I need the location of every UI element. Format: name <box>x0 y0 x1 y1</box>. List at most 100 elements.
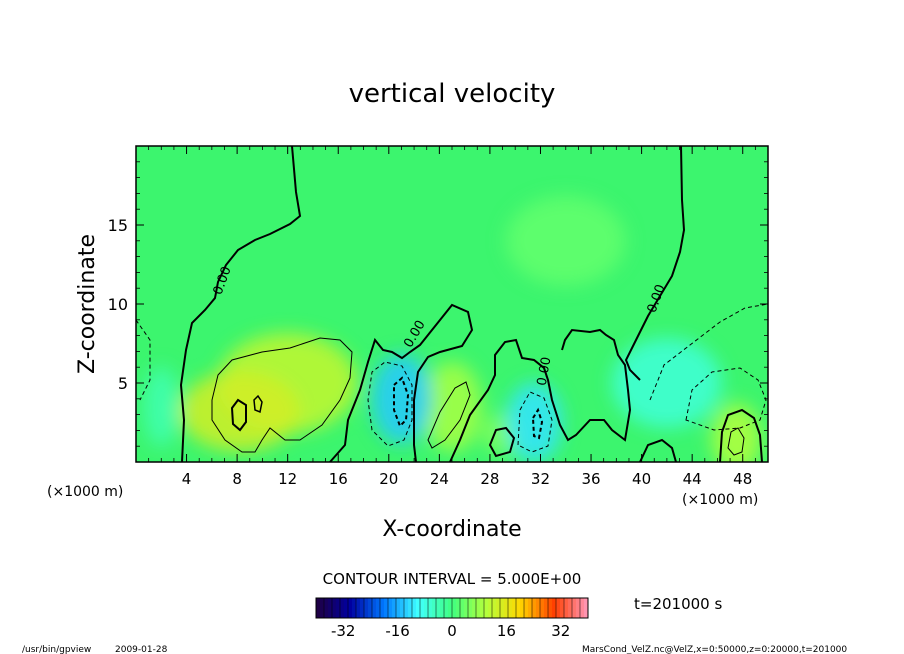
x-tick-label: 32 <box>531 470 550 488</box>
colorbar-cell <box>504 598 509 618</box>
colorbar-cell <box>516 598 521 618</box>
colorbar-cell <box>552 598 557 618</box>
colorbar-cell <box>500 598 505 618</box>
colorbar-cell <box>388 598 393 618</box>
colorbar-cell <box>336 598 341 618</box>
colorbar-cell <box>452 598 457 618</box>
contour-downdraft-b-core <box>531 407 544 440</box>
colorbar-cell <box>348 598 353 618</box>
colorbar-cell <box>560 598 565 618</box>
footer-source: MarsCond_VelZ.nc@VelZ,x=0:50000,z=0:2000… <box>582 645 847 654</box>
colorbar-cell <box>424 598 429 618</box>
colorbar-cell <box>456 598 461 618</box>
colorbar-cell <box>436 598 441 618</box>
x-tick-label: 24 <box>430 470 449 488</box>
colorbar-cell <box>460 598 465 618</box>
colorbar-cell <box>332 598 337 618</box>
contour-east-cell <box>719 408 763 462</box>
contour-downdraft-a <box>367 361 413 447</box>
colorbar-cell <box>432 598 437 618</box>
contour-updraft-a <box>211 337 353 453</box>
colorbar-cell <box>472 598 477 618</box>
colorbar-cell <box>544 598 549 618</box>
colorbar-cell <box>484 598 489 618</box>
x-tick-label: 20 <box>379 470 398 488</box>
colorbar-cell <box>536 598 541 618</box>
colorbar-cell <box>572 598 577 618</box>
x-tick-label: 28 <box>480 470 499 488</box>
colorbar-cell <box>520 598 525 618</box>
x-tick-label: 40 <box>632 470 651 488</box>
updraft-region-1 <box>179 371 300 452</box>
colorbar-cell <box>512 598 517 618</box>
y-axis-unit: (×1000 m) <box>682 492 758 508</box>
contour-updraft-b <box>427 381 471 449</box>
colorbar-cell <box>372 598 377 618</box>
plot-area: 0.000.000.000.00 <box>136 146 768 462</box>
x-axis-unit: (×1000 m) <box>47 484 123 500</box>
colorbar-cell <box>496 598 501 618</box>
colorbar-cell <box>420 598 425 618</box>
x-tick-label: 4 <box>182 470 192 488</box>
colorbar-cell <box>384 598 389 618</box>
contour-downdraft-b <box>517 391 553 453</box>
colorbar-cell <box>532 598 537 618</box>
zero-contour-east-cloud <box>624 146 686 381</box>
colorbar-cell <box>344 598 349 618</box>
zero-contour-west-edge <box>329 303 474 462</box>
y-tick-label: 5 <box>118 374 128 393</box>
colorbar-cell <box>564 598 569 618</box>
x-tick-label: 8 <box>232 470 242 488</box>
updraft-region-5 <box>505 195 626 286</box>
chart-title: vertical velocity <box>349 79 556 109</box>
footer-date: 2009-01-28 <box>115 645 168 654</box>
colorbar-cell <box>584 598 589 618</box>
updraft-region-3 <box>711 403 762 462</box>
zero-contour-mid-a <box>449 328 632 462</box>
contour-downdraft-e <box>136 319 151 401</box>
contour-downdraft-d <box>685 367 767 431</box>
colorbar-cell <box>328 598 333 618</box>
colorbar-cell <box>476 598 481 618</box>
contour-downdraft-a-core <box>393 376 410 428</box>
downdraft-region-0 <box>371 353 432 444</box>
colorbar-cell <box>448 598 453 618</box>
colorbar-cell <box>480 598 485 618</box>
colorbar-cell <box>400 598 405 618</box>
colorbar-cell <box>364 598 369 618</box>
colorbar-cell <box>352 598 357 618</box>
colorbar-cell <box>392 598 397 618</box>
colorbar-cell <box>540 598 545 618</box>
zero-contour-west-cloud <box>179 146 302 462</box>
colorbar-cell <box>396 598 401 618</box>
colorbar-ticks: -32 -16 0 16 32 <box>331 622 570 640</box>
colorbar-cell <box>580 598 585 618</box>
colorbar-cell <box>324 598 329 618</box>
colorbar-cell <box>440 598 445 618</box>
x-tick-label: 48 <box>733 470 752 488</box>
colorbar-cell <box>556 598 561 618</box>
y-axis-label: Z-coordinate <box>75 234 100 374</box>
x-tick-label: 16 <box>329 470 348 488</box>
colorbar-cell <box>340 598 345 618</box>
x-axis-label: X-coordinate <box>382 517 521 542</box>
colorbar-cell <box>412 598 417 618</box>
colorbar-cell <box>468 598 473 618</box>
colorbar-tick-label: -32 <box>331 622 356 640</box>
x-tick-label: 36 <box>581 470 600 488</box>
updraft-region-2 <box>422 361 482 452</box>
colorbar-cell <box>360 598 365 618</box>
contour-small-cell <box>488 426 516 458</box>
y-ticks: 5 10 15 <box>108 161 768 447</box>
contour-east-lower <box>639 438 677 462</box>
colorbar-cell <box>488 598 493 618</box>
colorbar-cell <box>316 598 321 618</box>
downdraft-region-3 <box>143 366 180 447</box>
colorbar-cell <box>528 598 533 618</box>
x-tick-label: 12 <box>278 470 297 488</box>
colorbar-cell <box>404 598 409 618</box>
contour-interval-label: CONTOUR INTERVAL = 5.000E+00 <box>323 570 582 588</box>
colorbar-tick-label: -16 <box>385 622 410 640</box>
footer-program: /usr/bin/gpview <box>22 645 91 654</box>
